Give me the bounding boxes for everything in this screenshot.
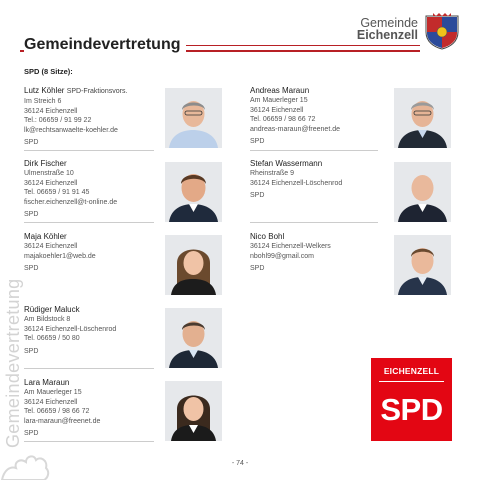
divider	[24, 368, 154, 369]
member-city: 36124 Eichenzell	[24, 179, 78, 187]
member-role: SPD-Fraktionsvors.	[66, 88, 128, 95]
member-photo	[394, 235, 451, 295]
coat-of-arms-icon	[425, 13, 459, 50]
divider	[24, 441, 154, 442]
member-party: SPD	[24, 265, 39, 272]
member-address: Im Streich 6	[24, 98, 62, 105]
page-header: Gemeindevertretung Gemeinde Eichenzell	[0, 0, 480, 60]
member-card: Lutz Köhler SPD-Fraktionsvors. Im Streic…	[24, 85, 164, 146]
member-card: Maja Köhler 36124 Eichenzell majakoehler…	[24, 231, 164, 272]
party-heading: SPD (8 Sitze):	[24, 67, 73, 76]
member-name: Andreas Maraun	[250, 86, 310, 95]
member-address: Am Mauerleger 15	[250, 97, 308, 104]
member-photo	[165, 162, 222, 222]
member-email: fischer.eichenzell@t-online.de	[24, 198, 118, 206]
member-card: Stefan Wassermann Rheinstraße 9 36124 Ei…	[250, 158, 390, 199]
spd-logo-box: EICHENZELL SPD	[371, 358, 452, 441]
member-email: lara-maraun@freenet.de	[24, 417, 101, 425]
member-name: Stefan Wassermann	[250, 159, 323, 168]
member-name: Lara Maraun	[24, 378, 70, 387]
member-email: nbohl99@gmail.com	[250, 252, 314, 260]
member-card: Dirk Fischer Ulmenstraße 10 36124 Eichen…	[24, 158, 164, 218]
member-address: Rheinstraße 9	[250, 170, 294, 177]
spd-divider	[379, 381, 444, 382]
member-photo	[165, 88, 222, 148]
member-party: SPD	[24, 347, 39, 355]
member-city: 36124 Eichenzell-Löschenrod	[24, 325, 117, 333]
member-address: Ulmenstraße 10	[24, 170, 74, 177]
header-rule-thin	[170, 45, 420, 46]
member-city: 36124 Eichenzell	[24, 243, 78, 250]
member-party: SPD	[250, 265, 265, 272]
member-photo	[165, 308, 222, 368]
member-email: lk@rechtsanwaelte-koehler.de	[24, 126, 118, 134]
member-address: Am Bildstock 8	[24, 316, 71, 323]
member-phone: Tel. 06659 / 98 66 72	[250, 116, 316, 123]
member-party: SPD	[24, 430, 39, 437]
member-name: Lutz Köhler	[24, 86, 65, 95]
spd-logo-text: SPD	[380, 392, 443, 427]
member-card: Andreas Maraun Am Mauerleger 15 36124 Ei…	[250, 85, 390, 145]
member-phone: Tel. 06659 / 50 80	[24, 335, 80, 342]
member-email: majakoehler1@web.de	[24, 252, 96, 260]
member-email: andreas-maraun@freenet.de	[250, 125, 340, 133]
divider	[250, 222, 378, 223]
member-phone: Tel. 06659 / 98 66 72	[24, 408, 90, 415]
member-city: 36124 Eichenzell-Löschenrod	[250, 179, 343, 187]
member-city: 36124 Eichenzell-Welkers	[250, 243, 331, 250]
page-number: - 74 -	[231, 460, 249, 467]
header-rule	[20, 50, 420, 52]
member-name: Nico Bohl	[250, 232, 285, 241]
spd-town-label: EICHENZELL	[383, 366, 440, 376]
member-phone: Tel. 06659 / 91 91 45	[24, 189, 90, 196]
member-name: Dirk Fischer	[24, 159, 67, 168]
oak-leaf-icon	[0, 455, 50, 480]
side-decoration: Gemeindevertretung	[0, 0, 23, 480]
member-address: Am Mauerleger 15	[24, 389, 82, 396]
divider	[250, 150, 378, 151]
member-party: SPD	[24, 139, 39, 146]
member-name: Rüdiger Maluck	[24, 305, 80, 314]
member-party: SPD	[250, 138, 265, 145]
page-title: Gemeindevertretung	[24, 36, 187, 54]
divider	[24, 150, 154, 151]
member-phone: Tel.: 06659 / 91 99 22	[24, 117, 92, 124]
town-name-line1: Gemeinde	[360, 16, 418, 30]
member-city: 36124 Eichenzell	[24, 398, 78, 406]
member-city: 36124 Eichenzell	[24, 107, 78, 115]
member-photo	[394, 162, 451, 222]
member-photo	[394, 88, 451, 148]
member-photo	[165, 381, 222, 441]
member-card: Rüdiger Maluck Am Bildstock 8 36124 Eich…	[24, 304, 164, 355]
divider	[24, 222, 154, 223]
town-name-line2: Eichenzell	[356, 28, 418, 42]
member-photo	[165, 235, 222, 295]
side-label: Gemeindevertretung	[3, 278, 23, 449]
member-party: SPD	[250, 192, 265, 199]
member-name: Maja Köhler	[24, 232, 67, 241]
member-card: Nico Bohl 36124 Eichenzell-Welkers nbohl…	[250, 231, 390, 272]
member-party: SPD	[24, 211, 39, 218]
member-card: Lara Maraun Am Mauerleger 15 36124 Eiche…	[24, 377, 164, 437]
member-city: 36124 Eichenzell	[250, 106, 304, 114]
